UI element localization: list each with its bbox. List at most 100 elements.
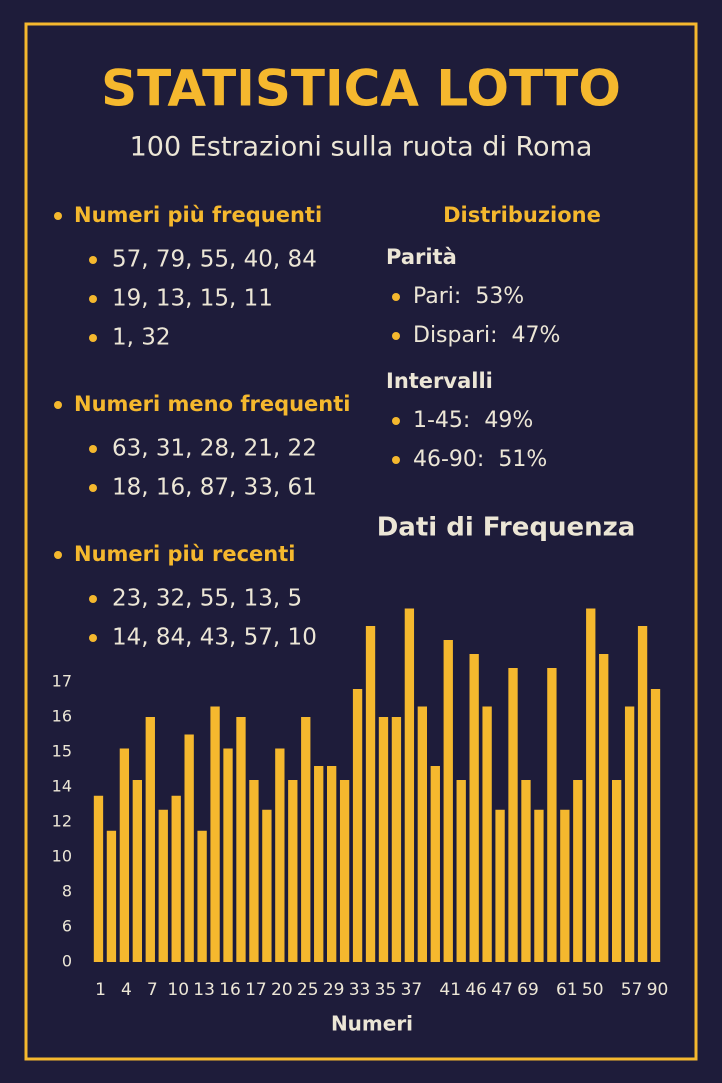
x-tick-label: 35 [375, 980, 397, 1000]
y-tick-label: 12 [52, 812, 72, 831]
bar [352, 689, 363, 962]
bar [482, 706, 492, 962]
x-tick-label: 33 [349, 980, 371, 1000]
section-item: 19, 13, 15, 11 [112, 286, 273, 312]
bar [586, 608, 596, 962]
bullet [392, 417, 400, 425]
bullet [89, 634, 97, 642]
x-tick-label: 61 [556, 980, 578, 1000]
group-title: Intervalli [386, 369, 493, 393]
bar [106, 830, 117, 962]
bar [599, 654, 609, 962]
group-item: Dispari: 47% [413, 323, 560, 348]
group-item: Pari: 53% [413, 284, 524, 309]
bullet [392, 332, 400, 340]
group-item: 46-90: 51% [413, 447, 547, 472]
bar [378, 717, 389, 962]
section-item: 1, 32 [112, 325, 171, 351]
x-tick-label: 29 [323, 980, 345, 1000]
bar [534, 809, 544, 962]
bar [210, 706, 220, 962]
x-axis-title: Numeri [331, 1012, 413, 1036]
bar [158, 809, 168, 962]
bar [624, 706, 635, 962]
bar [314, 766, 324, 962]
chart-title: Dati di Frequenza [377, 513, 636, 543]
x-tick-label: 47 [491, 980, 513, 1000]
section-item: 14, 84, 43, 57, 10 [112, 625, 317, 651]
bullet [89, 484, 97, 492]
x-tick-label: 50 [582, 980, 604, 1000]
x-tick-label: 10 [167, 980, 189, 1000]
bar [508, 668, 518, 962]
bar [417, 706, 428, 962]
bar [249, 780, 259, 962]
bullet [54, 401, 62, 409]
x-tick-label: 4 [121, 980, 132, 1000]
bar [430, 766, 440, 962]
bullet [89, 445, 97, 453]
bar [495, 809, 505, 962]
bar [560, 809, 570, 962]
x-tick-label: 57 [621, 980, 643, 1000]
bar [93, 795, 104, 962]
bar [365, 626, 376, 962]
y-tick-label: 15 [52, 742, 72, 761]
subtitle: 100 Estrazioni sulla ruota di Roma [130, 132, 593, 163]
bar [171, 795, 181, 962]
y-tick-label: 16 [52, 707, 72, 726]
bar [339, 780, 350, 962]
x-tick-label: 90 [647, 980, 669, 1000]
group-title: Parità [386, 245, 457, 269]
bar [236, 717, 246, 962]
bar [650, 689, 661, 962]
bullet [89, 256, 97, 264]
bar [301, 717, 311, 962]
bullet [89, 334, 97, 342]
section-item: 57, 79, 55, 40, 84 [112, 247, 317, 273]
bar [288, 780, 298, 962]
group-item: 1-45: 49% [413, 408, 533, 433]
frame [24, 22, 698, 1061]
bar [145, 717, 155, 962]
bullet [392, 456, 400, 464]
x-tick-label: 25 [297, 980, 319, 1000]
bar [119, 748, 130, 962]
distribution-title: Distribuzione [443, 203, 601, 227]
bullet [54, 551, 62, 559]
x-tick-label: 16 [219, 980, 241, 1000]
section-title: Numeri più frequenti [74, 203, 322, 227]
bullet [89, 295, 97, 303]
section-item: 18, 16, 87, 33, 61 [112, 475, 317, 501]
bullet [89, 595, 97, 603]
bar [443, 640, 453, 962]
section-title: Numeri meno frequenti [74, 392, 350, 416]
y-tick-label: 10 [52, 847, 72, 866]
x-tick-label: 1 [95, 980, 106, 1000]
x-tick-label: 41 [439, 980, 461, 1000]
bar [611, 780, 622, 962]
bar [184, 734, 194, 962]
y-tick-label: 14 [52, 777, 72, 796]
bullet [54, 212, 62, 220]
bar [275, 748, 285, 962]
bar [469, 654, 479, 962]
section-title: Numeri più recenti [74, 542, 295, 566]
bar [637, 626, 648, 962]
section-item: 63, 31, 28, 21, 22 [112, 436, 317, 462]
x-tick-label: 13 [193, 980, 215, 1000]
x-tick-label: 20 [271, 980, 293, 1000]
bar [404, 608, 415, 962]
x-tick-label: 46 [465, 980, 487, 1000]
bar [326, 766, 337, 962]
bullet [392, 293, 400, 301]
title: STATISTICA LOTTO [101, 60, 621, 118]
bar [132, 780, 143, 962]
x-tick-label: 69 [517, 980, 539, 1000]
bar [573, 780, 583, 962]
bar [547, 668, 557, 962]
x-tick-label: 37 [401, 980, 423, 1000]
bar [223, 748, 233, 962]
x-tick-label: 17 [245, 980, 267, 1000]
